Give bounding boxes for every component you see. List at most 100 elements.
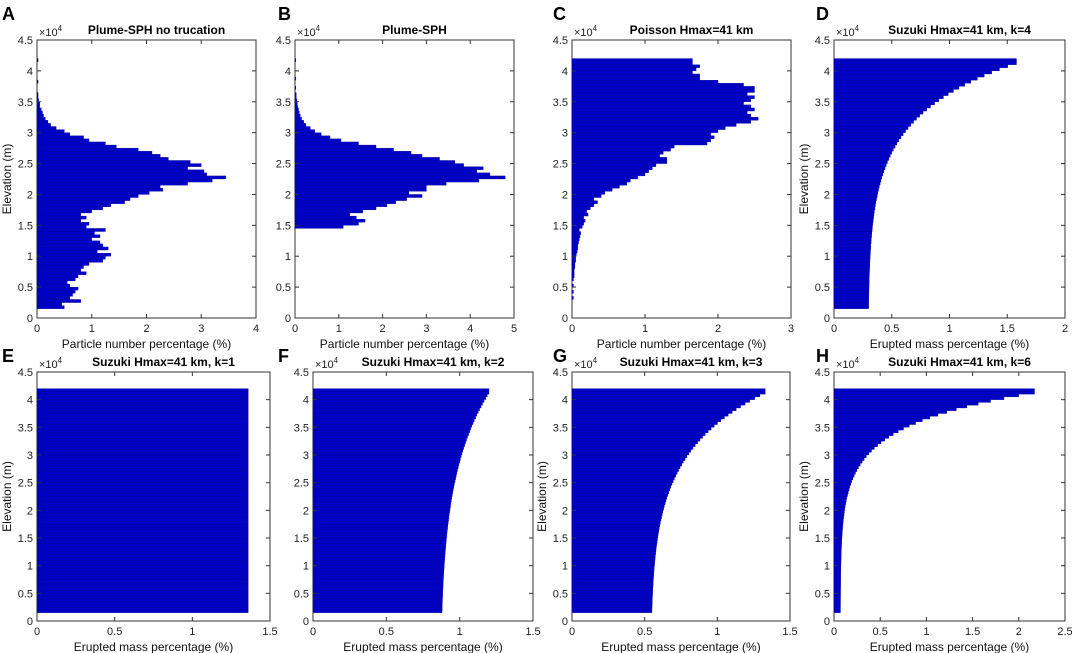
x-tick-label: 0.5 <box>637 626 652 638</box>
bar <box>36 123 51 127</box>
bar <box>571 601 653 605</box>
y-axis-label: Elevation (m) <box>0 144 14 215</box>
y-tick-label: 2.5 <box>276 159 291 171</box>
bar <box>36 548 249 552</box>
bar <box>833 598 841 602</box>
bar <box>571 399 750 403</box>
bar <box>833 259 871 263</box>
y-tick-label: 0.5 <box>815 588 830 600</box>
bar <box>36 540 249 544</box>
bar <box>833 154 891 158</box>
bar <box>833 499 847 503</box>
x-tick-label: 0 <box>292 323 298 335</box>
y-multiplier: ×104 <box>574 356 598 371</box>
bar <box>571 452 690 456</box>
bar <box>571 476 675 481</box>
bar <box>36 256 106 260</box>
y-tick-label: 2 <box>27 505 33 517</box>
panel-label: B <box>278 4 291 24</box>
x-axis-label: Erupted mass percentage (%) <box>870 337 1029 351</box>
x-axis-label: Particle number percentage (%) <box>320 337 489 351</box>
y-tick-label: 3.5 <box>18 97 33 109</box>
bar <box>571 465 681 469</box>
bar <box>833 73 985 78</box>
bar <box>833 83 965 87</box>
bar <box>833 89 954 93</box>
y-multiplier: ×104 <box>836 24 860 39</box>
bar <box>833 526 843 530</box>
bar <box>294 76 297 81</box>
bar <box>571 427 712 431</box>
bar <box>571 396 755 400</box>
bar <box>312 609 443 613</box>
bar <box>312 554 446 558</box>
panel-title: Plume-SPH no trucation <box>88 23 225 37</box>
bar <box>312 512 450 517</box>
bar <box>833 76 978 81</box>
bar <box>36 163 202 167</box>
y-tick-label: 3.5 <box>815 97 830 109</box>
y-multiplier-exponent: 4 <box>58 24 63 33</box>
bar <box>312 407 480 411</box>
x-tick-label: 3 <box>423 323 429 335</box>
y-tick-label: 1 <box>27 251 33 263</box>
bar <box>571 76 700 81</box>
bar <box>36 299 81 303</box>
panel-D: 0 0.5 1 1.5 2 0 0.5 1 1.5 2 2.5 3 3.5 4 4.5 ×104 Suzuki … <box>797 4 1068 351</box>
bar <box>833 399 991 403</box>
bar <box>833 188 879 192</box>
bar <box>36 601 249 605</box>
bar <box>833 518 844 522</box>
bar <box>571 543 657 547</box>
bar <box>36 598 249 602</box>
bar <box>36 543 249 547</box>
bar <box>833 157 889 161</box>
bar <box>571 446 694 450</box>
bar <box>294 113 301 118</box>
x-tick-label: 4 <box>467 323 473 335</box>
bar <box>833 474 855 478</box>
bar <box>36 194 139 198</box>
y-tick-label: 0 <box>285 313 291 325</box>
x-tick-label: 1.5 <box>262 626 277 638</box>
bar <box>312 485 455 489</box>
bar <box>571 521 661 525</box>
bar <box>571 110 748 115</box>
bar <box>833 67 1000 72</box>
bar <box>571 296 574 300</box>
bar <box>294 86 297 90</box>
bar <box>36 571 249 575</box>
bar <box>833 274 870 278</box>
bar <box>36 521 249 525</box>
bar <box>36 154 161 158</box>
bar <box>833 305 869 309</box>
bar <box>571 113 752 118</box>
bar <box>36 110 43 115</box>
bar <box>36 565 249 569</box>
bar <box>833 573 841 577</box>
bar <box>36 240 101 245</box>
bar <box>571 126 726 130</box>
bar <box>571 501 666 505</box>
y-tick-label: 4.5 <box>18 367 33 379</box>
bar <box>36 246 109 251</box>
y-tick-label: 4.5 <box>294 367 309 379</box>
bar <box>294 144 377 149</box>
bar <box>294 123 307 127</box>
bar <box>571 58 693 62</box>
y-tick-label: 4 <box>285 66 291 78</box>
bar <box>36 460 249 464</box>
bar <box>833 70 992 75</box>
bar <box>36 474 249 478</box>
bar <box>36 488 249 492</box>
bar <box>36 482 249 486</box>
bar <box>833 432 894 436</box>
bar <box>833 197 877 201</box>
bar <box>833 413 939 417</box>
x-tick-label: 5 <box>511 323 517 335</box>
bar <box>571 457 686 461</box>
bar <box>571 129 719 133</box>
bar <box>833 209 875 214</box>
bar <box>36 135 84 139</box>
bar <box>312 529 448 533</box>
